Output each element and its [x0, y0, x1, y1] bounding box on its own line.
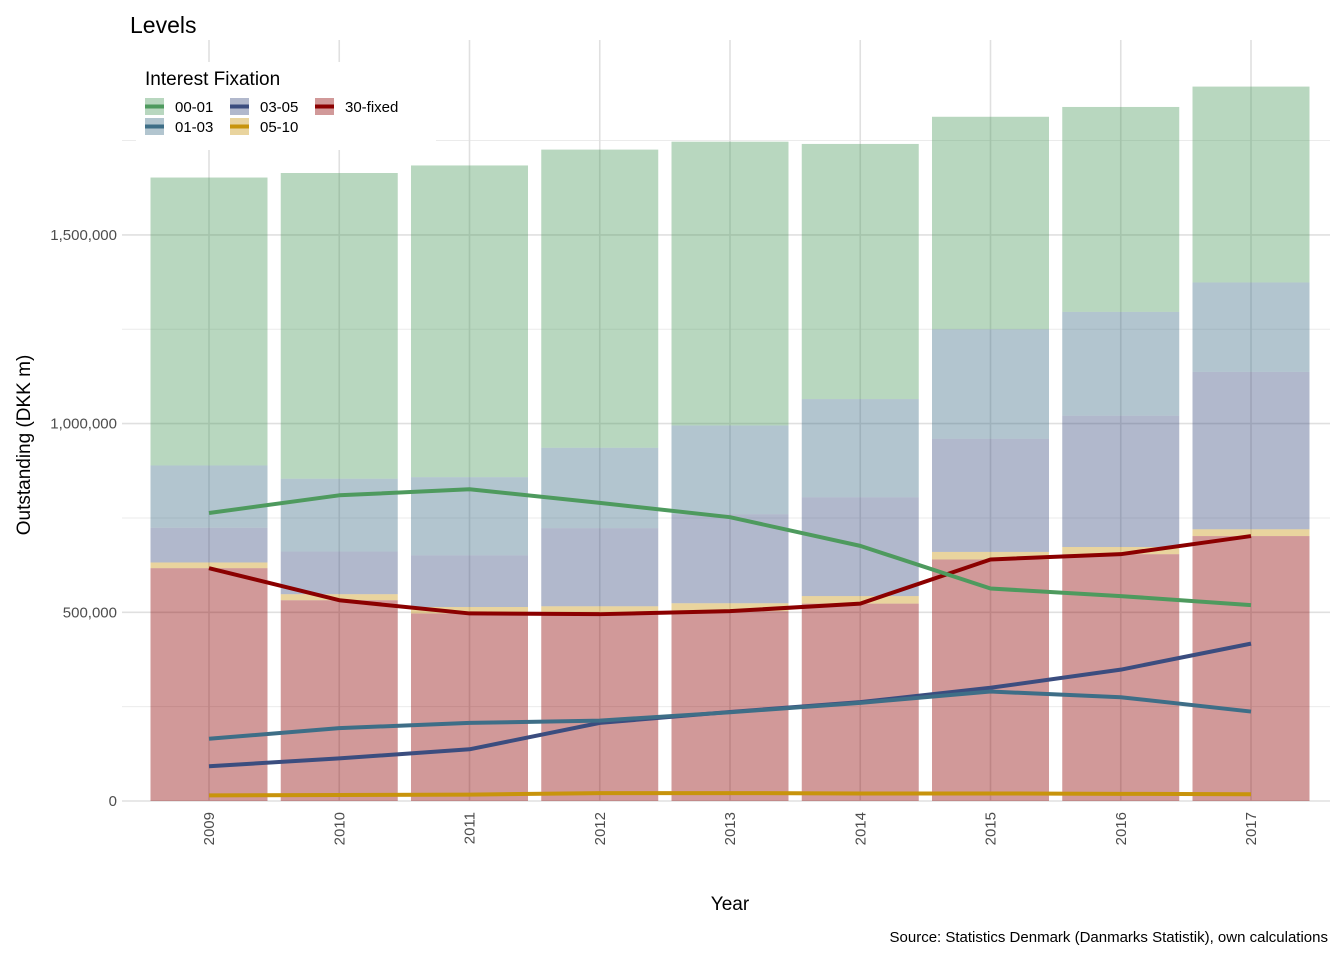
bar-05-10-2014: [801, 596, 919, 604]
bar-00-01-2011: [411, 165, 528, 478]
legend-title: Interest Fixation: [145, 69, 280, 90]
bar-00-01-2010: [280, 173, 398, 479]
x-tick-label: 2017: [1243, 812, 1260, 845]
caption: Source: Statistics Denmark (Danmarks Sta…: [890, 929, 1328, 946]
line-05-10: [208, 791, 1252, 798]
bar-05-10-2011: [411, 607, 528, 614]
bar-00-01-2016: [1062, 106, 1180, 312]
x-tick-label: 2016: [1113, 812, 1130, 845]
bar-30-fixed-2012: [541, 614, 659, 801]
bar-05-10-2009: [150, 562, 268, 569]
y-tick-label: 0: [109, 793, 117, 810]
bar-03-05-2016: [1062, 415, 1180, 548]
bar-01-03-2016: [1062, 311, 1180, 416]
bar-03-05-2012: [541, 528, 659, 607]
x-tick-label: 2011: [462, 812, 479, 844]
bar-05-10-2016: [1062, 547, 1180, 555]
x-axis-label: Year: [711, 894, 750, 915]
x-tick-label: 2014: [852, 812, 869, 845]
bar-03-05-2015: [932, 438, 1049, 552]
bar-00-01-2014: [801, 143, 919, 400]
bars: [150, 86, 1310, 801]
y-tick-label: 500,000: [63, 604, 117, 621]
legend-label: 05-10: [260, 119, 298, 136]
legend-label: 00-01: [175, 99, 213, 116]
bar-01-03-2017: [1192, 282, 1310, 372]
x-tick-label: 2015: [983, 812, 1000, 845]
line-30-fixed: [208, 534, 1252, 617]
y-axis-label: Outstanding (DKK m): [14, 355, 35, 536]
bar-03-05-2011: [411, 555, 528, 608]
bar-01-03-2010: [280, 478, 398, 552]
legend-label: 01-03: [175, 119, 213, 136]
bar-30-fixed-2011: [411, 613, 528, 801]
bar-01-03-2013: [671, 425, 789, 515]
bar-05-10-2013: [671, 603, 789, 612]
chart-title: Levels: [130, 12, 196, 38]
bar-00-01-2013: [671, 141, 789, 426]
bar-30-fixed-2017: [1192, 536, 1310, 801]
legend-item-30-fixed: 30-fixed: [315, 98, 398, 116]
bar-05-10-2010: [280, 594, 398, 601]
lines: [208, 487, 1252, 798]
y-tick-label: 1,000,000: [50, 416, 117, 433]
bar-03-05-2010: [280, 551, 398, 595]
bar-03-05-2017: [1192, 371, 1310, 530]
legend: Interest Fixation 00-01 01-03 03-05 05-10 30…: [136, 62, 436, 150]
legend-background: [136, 62, 436, 150]
legend-item-03-05: 03-05: [230, 98, 298, 116]
bar-00-01-2017: [1192, 86, 1310, 283]
bar-01-03-2012: [541, 447, 659, 529]
x-tick-label: 2013: [722, 812, 739, 845]
bar-03-05-2009: [150, 527, 268, 563]
legend-item-00-01: 00-01: [145, 98, 213, 116]
bar-05-10-2012: [541, 606, 659, 615]
bar-00-01-2009: [150, 177, 268, 466]
legend-label: 03-05: [260, 99, 298, 116]
x-tick-label: 2009: [201, 812, 218, 845]
bar-01-03-2014: [801, 399, 919, 498]
bar-00-01-2015: [932, 116, 1049, 330]
legend-label: 30-fixed: [345, 99, 398, 116]
bar-30-fixed-2013: [671, 611, 789, 801]
bar-30-fixed-2010: [280, 600, 398, 801]
legend-item-05-10: 05-10: [230, 118, 298, 136]
bar-01-03-2015: [932, 329, 1049, 439]
line-00-01: [208, 487, 1252, 608]
bar-30-fixed-2016: [1062, 554, 1180, 801]
x-axis-ticks: 2009 2010 2011 2012 2013 2014 2015 2016 2017: [201, 812, 1260, 845]
bar-30-fixed-2015: [932, 559, 1049, 801]
bar-05-10-2015: [932, 551, 1049, 560]
y-tick-label: 1,500,000: [50, 227, 117, 244]
bar-00-01-2012: [541, 149, 659, 448]
legend-item-01-03: 01-03: [145, 118, 213, 136]
line-01-03: [208, 689, 1252, 741]
legend-items: 00-01 01-03 03-05 05-10 30-fixed: [145, 98, 398, 136]
y-axis-ticks: 0 500,000 1,000,000 1,500,000: [50, 227, 117, 810]
x-tick-label: 2012: [592, 812, 609, 845]
bar-01-03-2009: [150, 465, 268, 528]
bar-05-10-2017: [1192, 529, 1310, 537]
x-tick-label: 2010: [331, 812, 348, 845]
bar-03-05-2013: [671, 514, 789, 604]
